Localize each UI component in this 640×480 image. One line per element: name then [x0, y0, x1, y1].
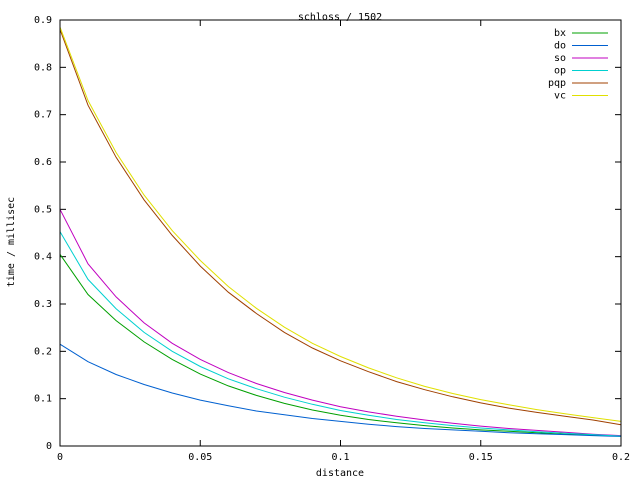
- legend-label-do: do: [554, 41, 566, 52]
- y-tick-label: 0.8: [34, 62, 52, 73]
- y-tick-label: 0.1: [34, 394, 52, 405]
- y-tick-label: 0: [46, 441, 52, 452]
- y-tick-label: 0.3: [34, 299, 52, 310]
- x-axis-label: distance: [316, 468, 364, 479]
- x-tick-label: 0.1: [331, 452, 349, 463]
- series-line-op: [59, 231, 622, 437]
- y-tick-label: 0.9: [34, 15, 52, 26]
- legend-label-vc: vc: [554, 91, 566, 102]
- y-tick-label: 0.2: [34, 346, 52, 357]
- legend-label-bx: bx: [554, 28, 566, 39]
- series-line-bx: [59, 254, 622, 437]
- series-line-do: [59, 343, 622, 437]
- y-tick-label: 0.6: [34, 157, 52, 168]
- legend-label-pqp: pqp: [548, 78, 566, 89]
- series-line-pqp: [59, 29, 622, 426]
- x-tick-label: 0.05: [188, 452, 212, 463]
- series-lines: [59, 26, 622, 437]
- y-tick-label: 0.5: [34, 204, 52, 215]
- series-line-so: [59, 209, 622, 437]
- y-tick-label: 0.7: [34, 110, 52, 121]
- plot-frame: [59, 19, 622, 447]
- y-axis-label: time / millisec: [6, 197, 17, 287]
- series-line-vc: [59, 26, 622, 422]
- chart-title: schloss / 1502: [298, 12, 382, 23]
- legend-label-so: so: [554, 53, 566, 64]
- legend-label-op: op: [554, 66, 566, 77]
- x-tick-label: 0: [57, 452, 63, 463]
- x-tick-label: 0.15: [469, 452, 493, 463]
- y-tick-label: 0.4: [34, 252, 52, 263]
- x-tick-label: 0.2: [612, 452, 630, 463]
